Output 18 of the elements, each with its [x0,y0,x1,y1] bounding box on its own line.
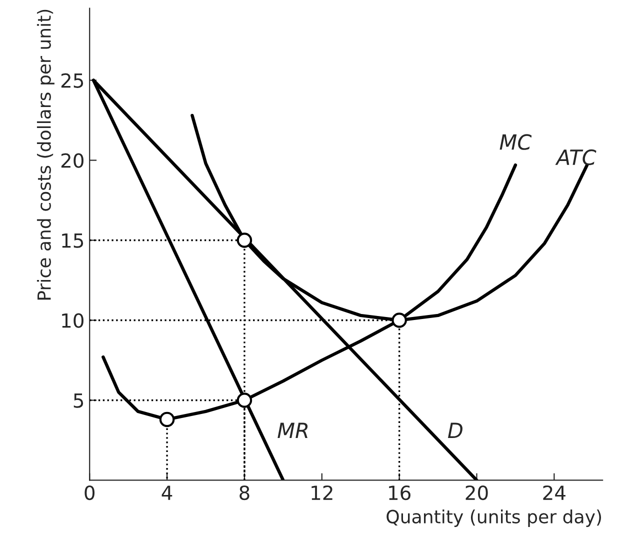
y-tick-label: 25 [61,73,84,88]
x-tick-label: 24 [543,485,566,500]
series-label: MR [278,422,308,438]
x-tick-label: 12 [312,485,332,500]
y-axis-title: Price and costs (dollars per unit) [36,10,54,300]
x-tick-label: 20 [466,485,488,500]
y-tick-label: 10 [62,313,84,328]
x-tick-label: 8 [240,485,250,500]
x-tick-label: 4 [162,486,172,500]
y-tick-label: 5 [74,393,84,408]
y-tick-label: 15 [62,233,84,248]
x-tick-label: 0 [84,485,95,500]
x-axis-title: Quantity (units per day) [386,509,601,527]
x-tick-label: 16 [389,485,410,500]
series-label: ATC [555,149,596,166]
series-label: MC [500,134,532,150]
series-label: D [448,422,462,438]
y-tick-label: 20 [61,153,84,168]
